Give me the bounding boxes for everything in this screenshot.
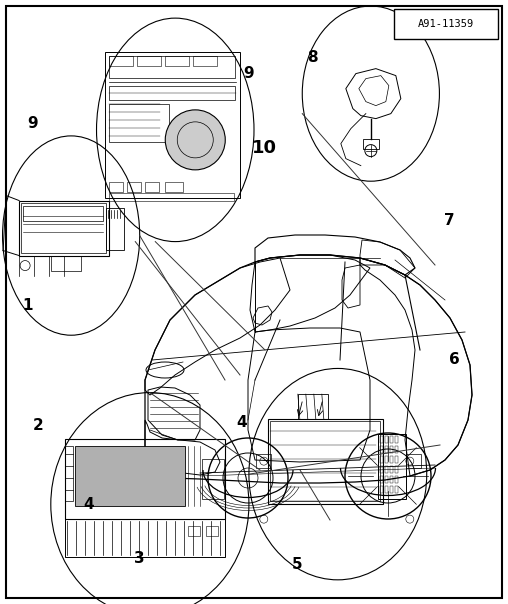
Bar (128, 182, 141, 192)
Bar (406, 454, 421, 468)
Bar (65, 446, 73, 501)
Bar (51, 255, 81, 271)
Bar (145, 182, 160, 192)
Bar (109, 182, 123, 192)
Bar (65, 439, 225, 519)
Bar (165, 56, 189, 66)
Bar (202, 459, 224, 500)
Text: 9: 9 (244, 66, 254, 81)
Bar (380, 446, 383, 453)
Bar (378, 434, 406, 499)
Bar (188, 526, 200, 536)
Bar (390, 456, 393, 463)
Bar (380, 466, 383, 473)
Bar (380, 476, 383, 483)
Bar (21, 202, 106, 252)
Bar (380, 436, 383, 443)
Bar (390, 486, 393, 493)
Text: 2: 2 (33, 419, 44, 433)
Text: A91-11359: A91-11359 (418, 19, 474, 29)
Bar (75, 446, 185, 506)
Bar (268, 419, 383, 504)
Bar (390, 476, 393, 483)
Text: 5: 5 (292, 557, 302, 572)
Bar (395, 446, 398, 453)
Bar (109, 104, 169, 142)
Bar (193, 56, 217, 66)
Bar (137, 56, 161, 66)
Bar (385, 456, 388, 463)
Text: 1: 1 (23, 298, 33, 312)
Bar (380, 486, 383, 493)
Bar (390, 436, 393, 443)
Bar (109, 86, 235, 100)
Bar (395, 456, 398, 463)
Text: 7: 7 (444, 213, 455, 228)
Bar (380, 456, 383, 463)
Text: 8: 8 (307, 50, 318, 65)
Bar (394, 9, 498, 39)
Bar (385, 466, 388, 473)
Bar (395, 436, 398, 443)
Bar (385, 486, 388, 493)
Text: 6: 6 (449, 352, 460, 367)
Bar (109, 193, 234, 201)
Bar (395, 476, 398, 483)
Text: 4: 4 (236, 416, 246, 430)
Bar (256, 454, 271, 468)
Bar (270, 421, 380, 501)
Bar (298, 394, 328, 419)
Bar (385, 476, 388, 483)
Circle shape (165, 110, 225, 170)
Bar (109, 56, 133, 66)
Bar (105, 52, 240, 198)
Text: 4: 4 (84, 497, 94, 512)
Bar (19, 201, 109, 255)
Bar (385, 436, 388, 443)
Text: 9: 9 (28, 117, 38, 131)
Bar (165, 182, 183, 192)
Bar (23, 205, 103, 220)
Bar (65, 519, 225, 557)
Bar (390, 446, 393, 453)
Bar (390, 466, 393, 473)
Text: 10: 10 (251, 139, 277, 157)
Bar (363, 139, 379, 149)
Bar (385, 446, 388, 453)
Bar (395, 486, 398, 493)
Text: 3: 3 (135, 551, 145, 566)
Bar (395, 466, 398, 473)
Bar (109, 56, 235, 78)
Bar (206, 526, 218, 536)
Bar (106, 208, 124, 249)
